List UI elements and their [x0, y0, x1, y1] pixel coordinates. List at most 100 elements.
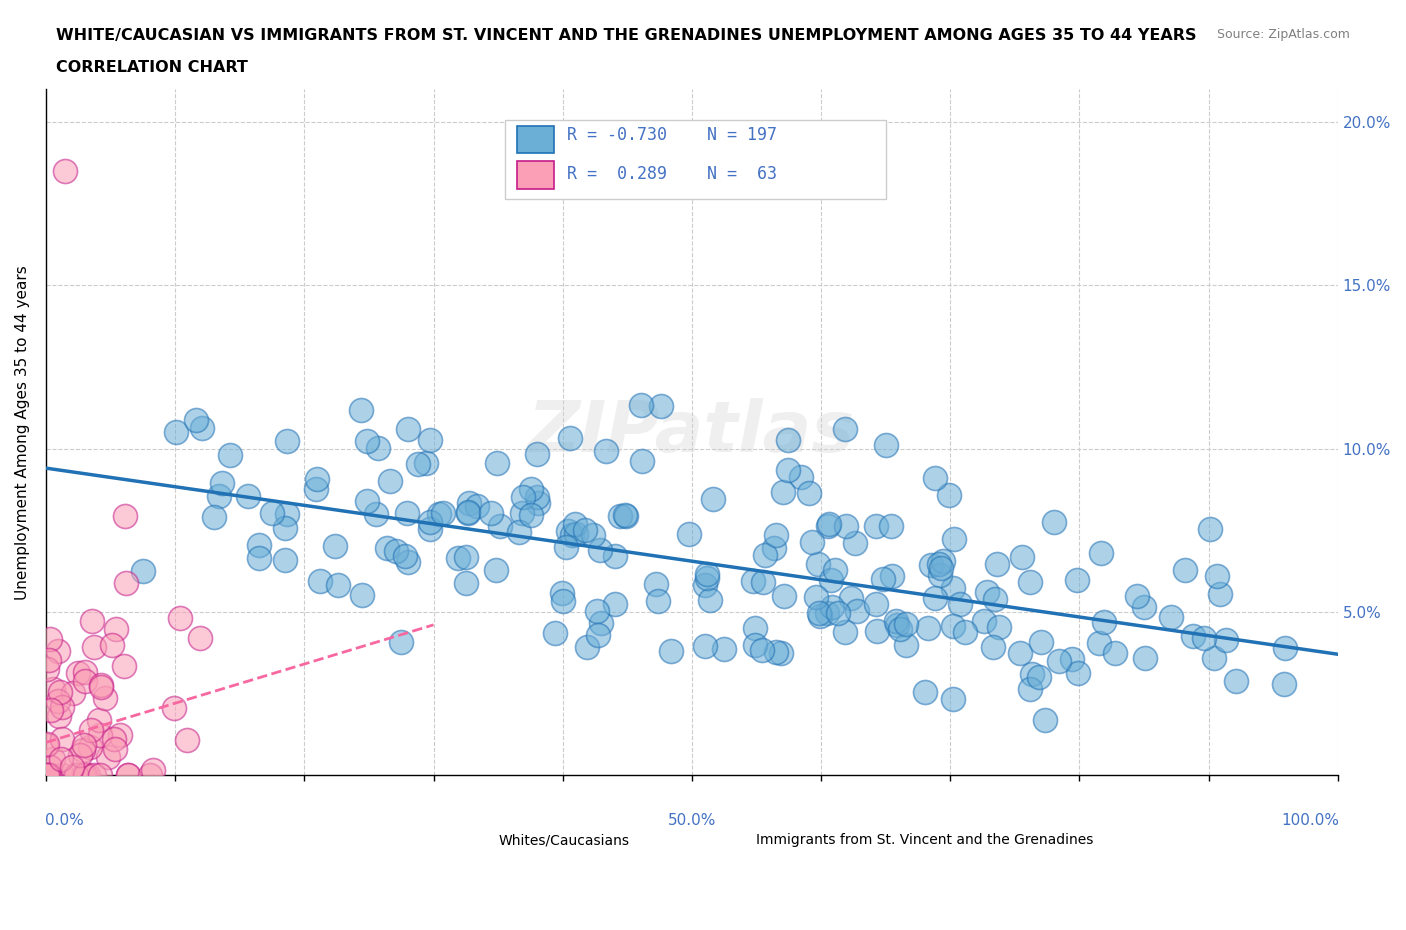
Point — [427, 506, 450, 521]
Point — [808, 609, 831, 624]
Point — [557, 524, 579, 538]
Point — [693, 578, 716, 592]
Point — [801, 535, 824, 550]
Point — [508, 525, 530, 539]
Point — [835, 518, 858, 533]
Point — [465, 498, 488, 513]
Point — [797, 485, 820, 500]
Point — [1018, 682, 1040, 697]
Point — [942, 580, 965, 595]
Point — [776, 462, 799, 477]
Point — [211, 475, 233, 490]
Point — [207, 489, 229, 504]
Point — [1104, 646, 1126, 661]
Point — [1274, 640, 1296, 655]
Point — [108, 727, 131, 742]
Point — [41, 703, 63, 718]
Point — [818, 516, 841, 531]
Point — [419, 522, 441, 537]
Point — [163, 700, 186, 715]
Point — [38, 767, 60, 782]
Point — [886, 614, 908, 629]
Point — [80, 723, 103, 737]
Point — [76, 767, 98, 782]
Point — [1174, 563, 1197, 578]
Point — [87, 713, 110, 728]
Point — [72, 742, 94, 757]
Point — [510, 506, 533, 521]
Point — [591, 616, 613, 631]
Point — [880, 569, 903, 584]
Point — [176, 733, 198, 748]
Point — [117, 767, 139, 782]
Point — [520, 482, 543, 497]
Point — [754, 547, 776, 562]
Point — [574, 523, 596, 538]
Point — [1010, 645, 1032, 660]
Point — [188, 631, 211, 645]
Point — [67, 665, 90, 680]
Point — [560, 431, 582, 445]
Text: R = -0.730    N = 197: R = -0.730 N = 197 — [567, 126, 776, 144]
Point — [323, 539, 346, 554]
Point — [713, 641, 735, 656]
Point — [804, 590, 827, 604]
Point — [929, 567, 952, 582]
Point — [97, 750, 120, 764]
Point — [699, 592, 721, 607]
Point — [276, 506, 298, 521]
Point — [1033, 712, 1056, 727]
Point — [396, 421, 419, 436]
Point — [821, 600, 844, 615]
Point — [114, 576, 136, 591]
Point — [953, 624, 976, 639]
Point — [117, 767, 139, 782]
Point — [1215, 632, 1237, 647]
Point — [544, 626, 567, 641]
Point — [815, 605, 838, 620]
Point — [741, 574, 763, 589]
Text: Immigrants from St. Vincent and the Grenadines: Immigrants from St. Vincent and the Gren… — [756, 833, 1094, 847]
Point — [644, 577, 666, 591]
Point — [169, 611, 191, 626]
Point — [247, 551, 270, 565]
Point — [1067, 665, 1090, 680]
Point — [485, 563, 508, 578]
Point — [42, 751, 65, 766]
Point — [987, 619, 1010, 634]
Point — [1019, 575, 1042, 590]
Point — [613, 508, 636, 523]
Point — [62, 685, 84, 700]
Point — [839, 591, 862, 605]
Point — [132, 564, 155, 578]
Point — [60, 760, 83, 775]
Point — [53, 164, 76, 179]
Point — [1090, 545, 1112, 560]
Point — [1031, 634, 1053, 649]
Point — [1092, 615, 1115, 630]
Point — [90, 678, 112, 693]
Point — [73, 767, 96, 782]
Point — [432, 506, 454, 521]
Point — [276, 433, 298, 448]
Point — [35, 767, 58, 782]
Point — [986, 556, 1008, 571]
Point — [202, 510, 225, 525]
Point — [586, 628, 609, 643]
Point — [678, 526, 700, 541]
Point — [305, 482, 328, 497]
Point — [575, 639, 598, 654]
Point — [650, 399, 672, 414]
Point — [101, 637, 124, 652]
Point — [90, 679, 112, 694]
Point — [929, 561, 952, 576]
FancyBboxPatch shape — [711, 827, 744, 847]
Point — [1160, 610, 1182, 625]
Point — [274, 552, 297, 567]
Point — [454, 550, 477, 565]
Point — [89, 728, 111, 743]
Point — [924, 471, 946, 485]
Point — [920, 558, 942, 573]
Point — [112, 658, 135, 673]
Point — [236, 488, 259, 503]
